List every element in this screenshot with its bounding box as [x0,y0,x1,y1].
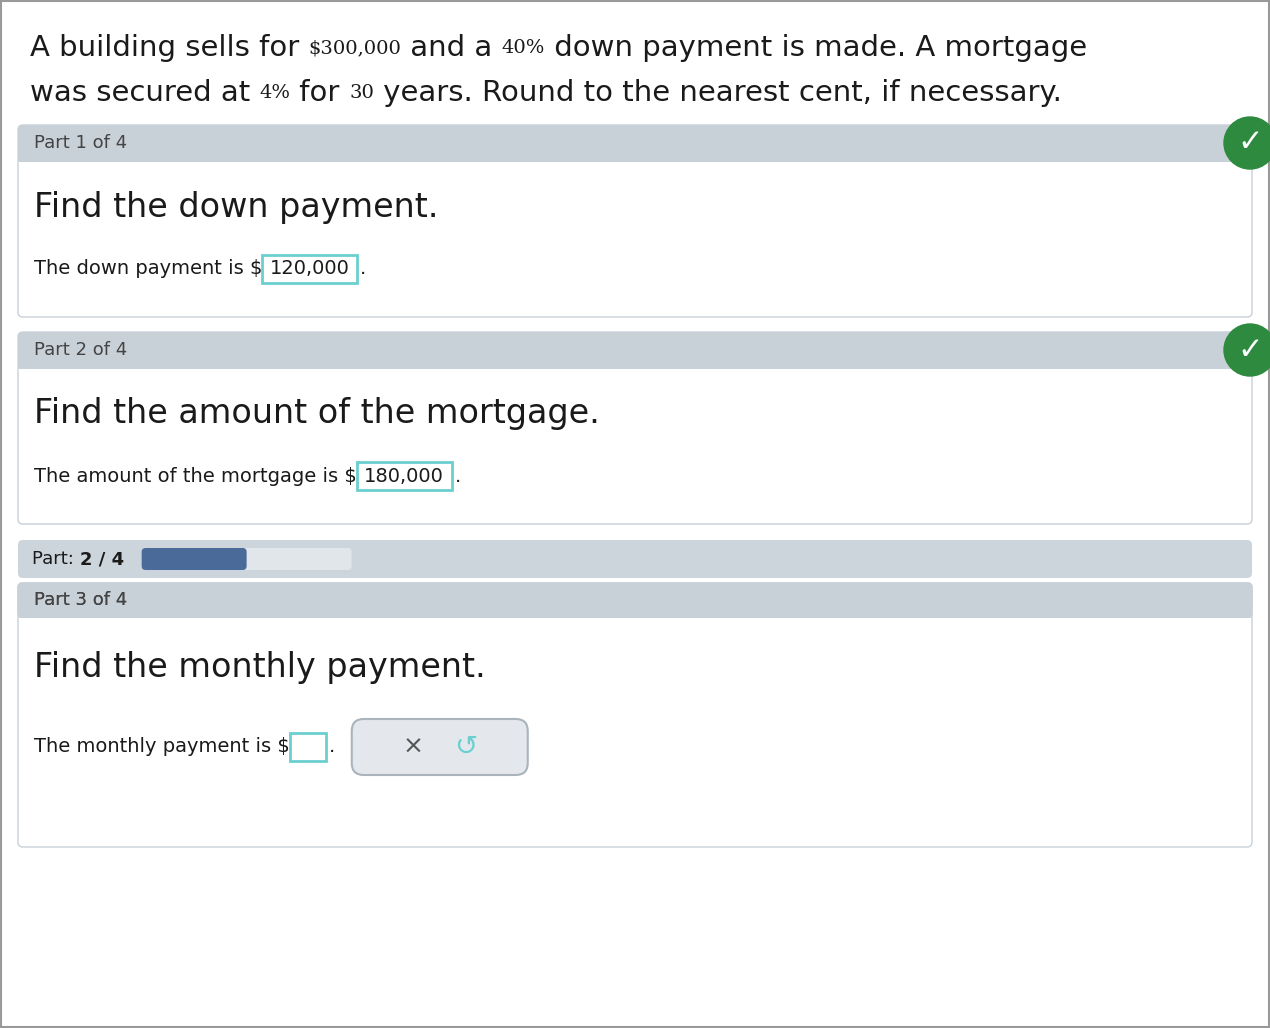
FancyBboxPatch shape [18,332,1252,368]
Text: The down payment is $: The down payment is $ [34,259,263,279]
Text: 180,000: 180,000 [364,467,444,485]
Text: Part 3 of 4: Part 3 of 4 [34,591,127,609]
Text: for: for [291,79,349,107]
FancyBboxPatch shape [18,332,1252,524]
FancyBboxPatch shape [18,540,1252,578]
Text: Part 2 of 4: Part 2 of 4 [34,341,127,359]
Text: Find the amount of the mortgage.: Find the amount of the mortgage. [34,398,599,431]
FancyBboxPatch shape [18,583,1252,617]
Text: The amount of the mortgage is $: The amount of the mortgage is $ [34,467,357,485]
Text: down payment is made. A mortgage: down payment is made. A mortgage [545,34,1087,62]
Text: .: . [455,467,461,485]
Bar [18,350,1252,368]
FancyBboxPatch shape [352,719,528,775]
Bar [18,143,1252,161]
Text: Find the down payment.: Find the down payment. [34,190,438,223]
Text: Part 3 of 4: Part 3 of 4 [34,591,127,609]
Circle shape [1224,324,1270,376]
FancyBboxPatch shape [18,583,1252,617]
Text: ✓: ✓ [1237,335,1262,365]
Text: and a: and a [401,34,502,62]
FancyBboxPatch shape [142,548,246,570]
Text: The monthly payment is $: The monthly payment is $ [34,737,290,757]
Text: ↺: ↺ [455,733,478,761]
Text: years. Round to the nearest cent, if necessary.: years. Round to the nearest cent, if nec… [373,79,1062,107]
Text: 120,000: 120,000 [271,259,349,279]
Text: 4%: 4% [259,84,291,102]
Text: 40%: 40% [502,39,545,57]
Text: Part 1 of 4: Part 1 of 4 [34,134,127,152]
Text: was secured at: was secured at [30,79,259,107]
Text: ✓: ✓ [1237,128,1262,157]
Bar [19,600,1251,617]
FancyBboxPatch shape [18,125,1252,317]
FancyBboxPatch shape [18,583,1252,847]
Text: 30: 30 [349,84,373,102]
Text: 2 / 4: 2 / 4 [80,550,123,568]
Text: Part:: Part: [32,550,80,568]
Bar [263,255,357,283]
FancyBboxPatch shape [142,548,352,570]
FancyBboxPatch shape [18,125,1252,161]
Bar [290,733,325,761]
Text: $300,000: $300,000 [309,39,401,57]
Text: .: . [329,737,335,757]
Text: .: . [361,259,367,279]
Text: A building sells for: A building sells for [30,34,309,62]
Text: ×: × [403,735,424,759]
Circle shape [1224,117,1270,169]
Bar [357,462,452,490]
Text: Find the monthly payment.: Find the monthly payment. [34,651,485,684]
